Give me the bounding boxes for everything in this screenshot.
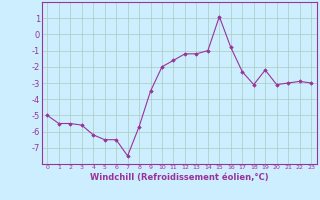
X-axis label: Windchill (Refroidissement éolien,°C): Windchill (Refroidissement éolien,°C) [90, 173, 268, 182]
